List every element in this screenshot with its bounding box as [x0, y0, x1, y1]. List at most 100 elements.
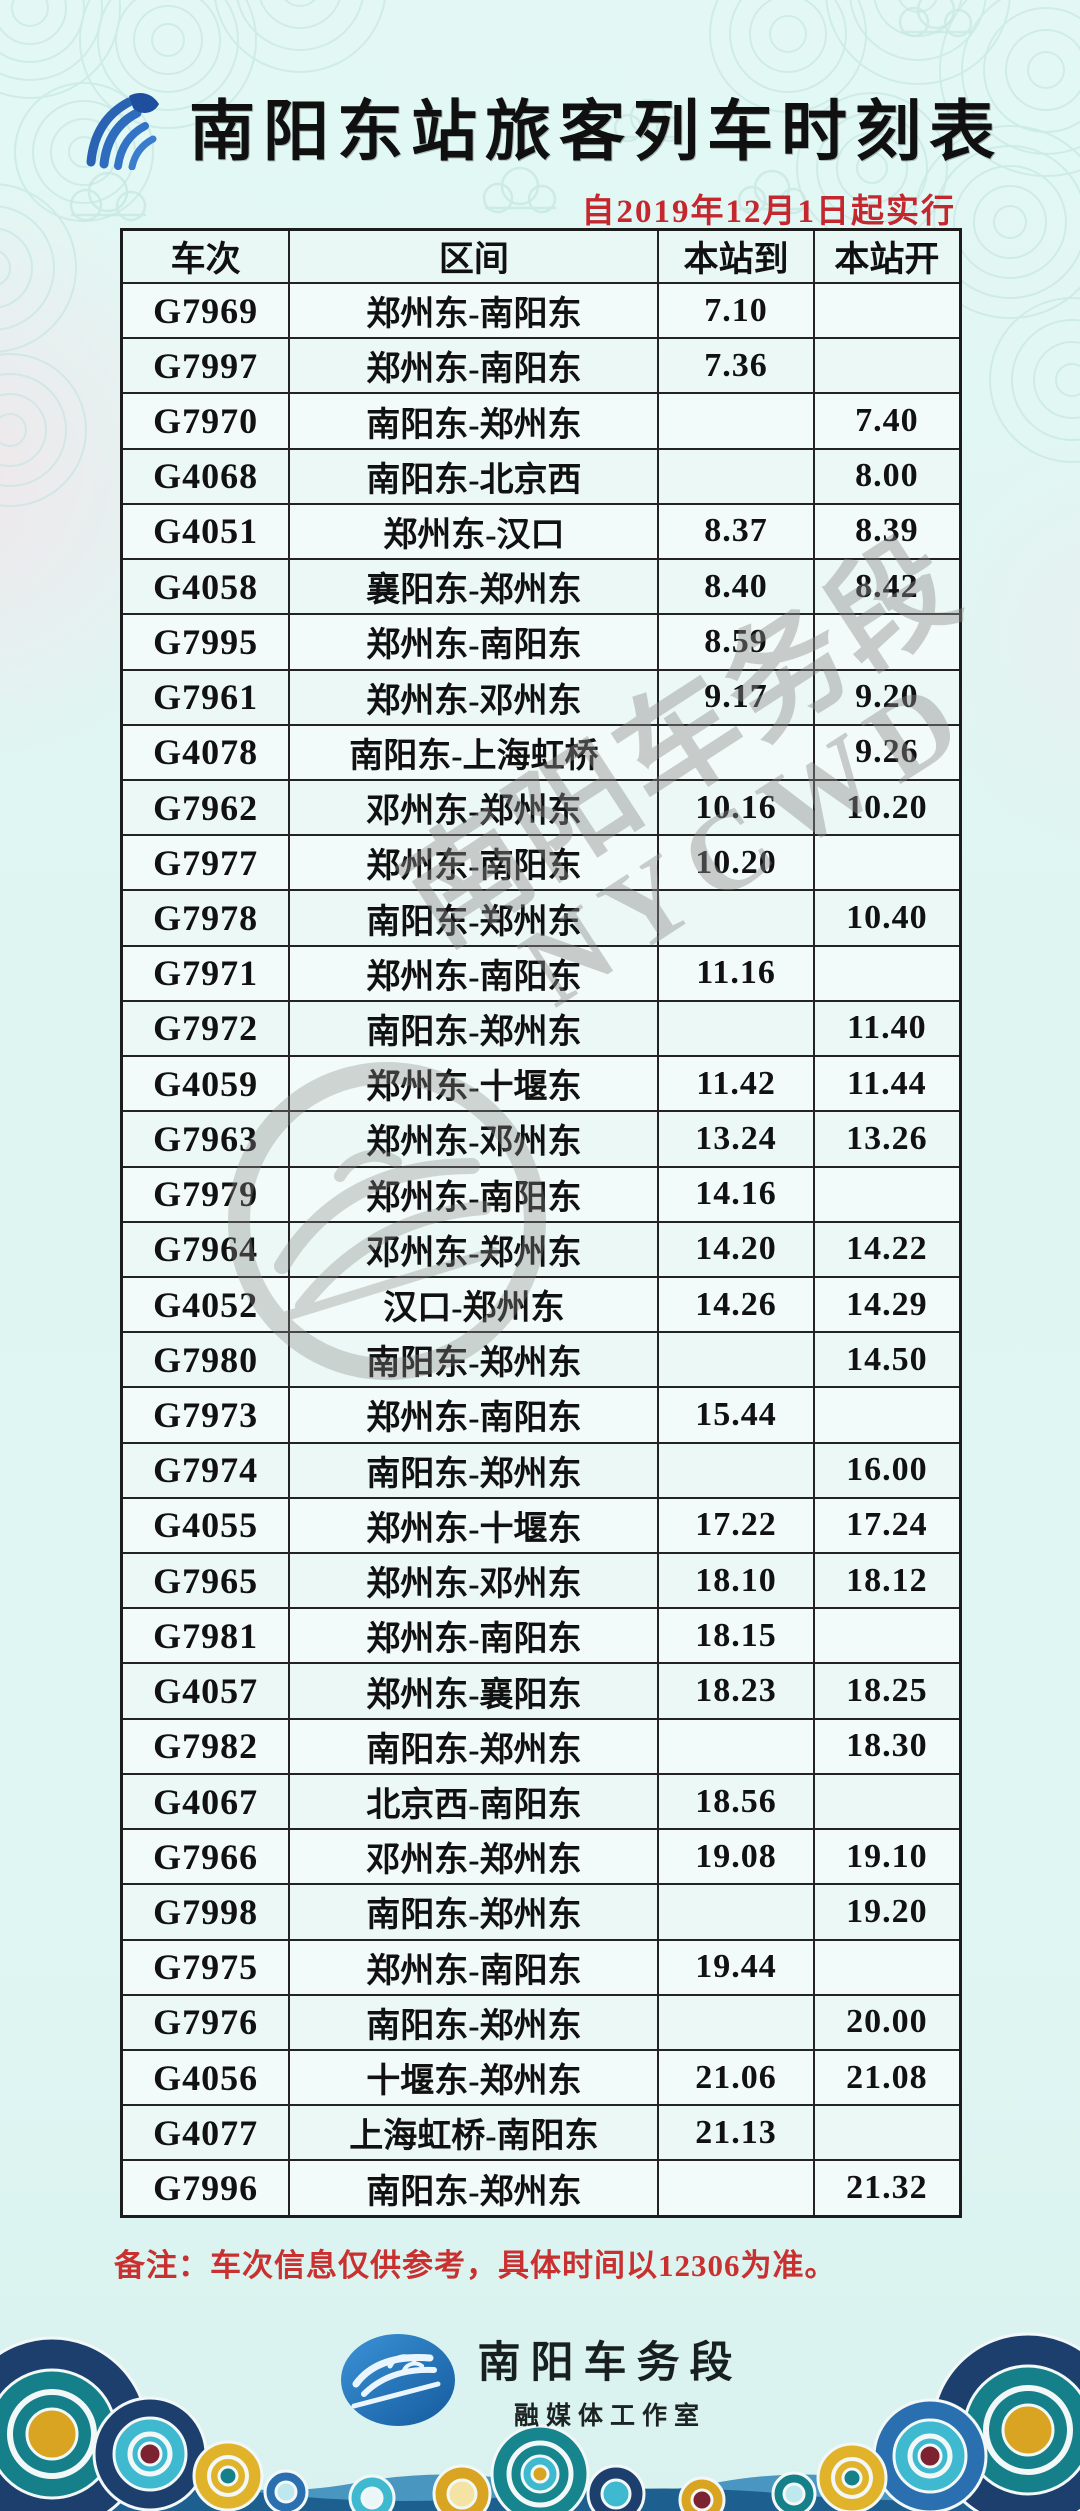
- poster-header: 南阳东站旅客列车时刻表: [0, 78, 1080, 174]
- train-number-cell: G4052: [120, 1275, 291, 1334]
- arrive-time-cell: 7.36: [657, 337, 815, 395]
- train-number-cell: G7982: [120, 1717, 291, 1775]
- route-cell: 南阳东-郑州东: [288, 1331, 660, 1389]
- route-cell: 十堰东-郑州东: [288, 2048, 660, 2107]
- footer-org-name: 南阳车务段: [477, 2340, 743, 2387]
- arrive-time-cell: [657, 1441, 815, 1499]
- table-row: G7971 郑州东-南阳东 11.16: [120, 944, 962, 1002]
- table-row: G7981 郑州东-南阳东 18.15: [120, 1607, 962, 1665]
- train-number-cell: G7995: [120, 613, 291, 671]
- arrive-time-cell: [657, 447, 815, 505]
- arrive-time-cell: 9.17: [657, 668, 815, 726]
- table-row: G7970 南阳东-郑州东 7.40: [120, 392, 962, 450]
- arrive-time-cell: 21.13: [657, 2104, 815, 2162]
- table-row: G4078 南阳东-上海虹桥 9.26: [120, 723, 962, 781]
- route-cell: 邓州东-郑州东: [288, 1220, 660, 1278]
- route-cell: 郑州东-南阳东: [288, 834, 660, 892]
- arrive-time-cell: 8.37: [657, 502, 815, 561]
- train-number-cell: G4055: [120, 1496, 291, 1555]
- depart-time-cell: 8.00: [812, 447, 962, 505]
- table-row: G7965 郑州东-邓州东 18.10 18.12: [120, 1552, 962, 1610]
- table-row: G7969 郑州东-南阳东 7.10: [120, 281, 962, 340]
- route-cell: 南阳东-郑州东: [288, 1993, 660, 2052]
- route-cell: 邓州东-郑州东: [288, 1828, 660, 1886]
- depart-time-cell: 11.44: [812, 1055, 962, 1113]
- table-row: G7980 南阳东-郑州东 14.50: [120, 1331, 962, 1389]
- train-number-cell: G7965: [120, 1552, 291, 1610]
- train-number-cell: G7961: [120, 668, 291, 726]
- depart-time-cell: [812, 944, 962, 1002]
- train-number-cell: G7996: [120, 2159, 291, 2218]
- train-number-cell: G4056: [120, 2048, 291, 2107]
- railway-arcs-logo-icon: [86, 93, 159, 170]
- route-cell: 南阳东-郑州东: [288, 2159, 660, 2218]
- arrive-time-cell: 18.23: [657, 1662, 815, 1720]
- train-number-cell: G7969: [120, 281, 291, 340]
- arrive-time-cell: 18.56: [657, 1772, 815, 1831]
- depart-time-cell: [812, 613, 962, 671]
- table-row: G7982 南阳东-郑州东 18.30: [120, 1717, 962, 1775]
- train-number-cell: G4059: [120, 1055, 291, 1113]
- effective-date-label: 自2019年12月1日起实行: [581, 194, 956, 230]
- depart-time-cell: 14.22: [812, 1220, 962, 1278]
- depart-time-cell: 16.00: [812, 1441, 962, 1499]
- footer-texts: 南阳车务段 融媒体工作室: [478, 2328, 743, 2432]
- train-number-cell: G4077: [120, 2104, 291, 2162]
- arrive-time-cell: 11.16: [657, 944, 815, 1002]
- arrive-time-cell: 19.08: [657, 1828, 815, 1886]
- train-number-cell: G4058: [120, 558, 291, 616]
- train-number-cell: G4078: [120, 723, 291, 781]
- depart-time-cell: 21.32: [812, 2159, 962, 2218]
- depart-time-cell: [812, 2104, 962, 2162]
- arrive-time-cell: [657, 1883, 815, 1941]
- train-number-cell: G7964: [120, 1220, 291, 1278]
- table-row: G4051 郑州东-汉口 8.37 8.39: [120, 502, 962, 561]
- train-number-cell: G7974: [120, 1441, 291, 1499]
- depart-time-cell: [812, 281, 962, 340]
- depart-time-cell: 10.20: [812, 778, 962, 837]
- train-number-cell: G7976: [120, 1993, 291, 2052]
- train-circle-logo-icon: [340, 2334, 455, 2426]
- arrive-time-cell: 8.59: [657, 613, 815, 671]
- table-row: G7963 郑州东-邓州东 13.24 13.26: [120, 1110, 962, 1168]
- depart-time-cell: 7.40: [812, 392, 962, 450]
- arrive-time-cell: 10.20: [657, 834, 815, 892]
- arrive-time-cell: 21.06: [657, 2048, 815, 2107]
- route-cell: 郑州东-南阳东: [288, 337, 660, 395]
- arrive-time-cell: 14.26: [657, 1275, 815, 1334]
- table-row: G7998 南阳东-郑州东 19.20: [120, 1883, 962, 1941]
- route-cell: 南阳东-北京西: [288, 447, 660, 505]
- arrive-time-cell: 8.40: [657, 558, 815, 616]
- arrive-time-cell: 11.42: [657, 1055, 815, 1113]
- arrive-time-cell: 7.10: [657, 281, 815, 340]
- depart-time-cell: 9.26: [812, 723, 962, 781]
- route-cell: 郑州东-邓州东: [288, 1110, 660, 1168]
- train-number-cell: G7970: [120, 392, 291, 450]
- arrive-time-cell: [657, 392, 815, 450]
- table-row: G7972 南阳东-郑州东 11.40: [120, 999, 962, 1058]
- route-cell: 南阳东-郑州东: [288, 1441, 660, 1499]
- train-number-cell: G7962: [120, 778, 291, 837]
- route-cell: 襄阳东-郑州东: [288, 558, 660, 616]
- route-cell: 郑州东-南阳东: [288, 944, 660, 1002]
- arrive-time-cell: 14.16: [657, 1165, 815, 1223]
- arrive-time-cell: 17.22: [657, 1496, 815, 1555]
- depart-time-cell: 20.00: [812, 1993, 962, 2052]
- depart-time-cell: 11.40: [812, 999, 962, 1058]
- route-cell: 上海虹桥-南阳东: [288, 2104, 660, 2162]
- depart-time-cell: 21.08: [812, 2048, 962, 2107]
- table-row: G4055 郑州东-十堰东 17.22 17.24: [120, 1496, 962, 1555]
- depart-time-cell: [812, 1386, 962, 1444]
- train-number-cell: G7979: [120, 1165, 291, 1223]
- depart-time-cell: 18.25: [812, 1662, 962, 1720]
- depart-time-cell: [812, 1607, 962, 1665]
- table-row: G4068 南阳东-北京西 8.00: [120, 447, 962, 505]
- train-number-cell: G7981: [120, 1607, 291, 1665]
- table-row: G4077 上海虹桥-南阳东 21.13: [120, 2104, 962, 2162]
- train-timetable: 车次 区间 本站到 本站开 G7969 郑州东-南阳东 7.10 G7997 郑…: [120, 228, 962, 2218]
- arrive-time-cell: 19.44: [657, 1938, 815, 1996]
- table-row: G7966 邓州东-郑州东 19.08 19.10: [120, 1828, 962, 1886]
- depart-time-cell: 9.20: [812, 668, 962, 726]
- arrive-time-cell: 13.24: [657, 1110, 815, 1168]
